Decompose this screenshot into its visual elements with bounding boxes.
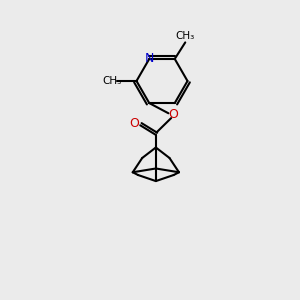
Text: CH₃: CH₃: [102, 76, 121, 86]
Text: N: N: [145, 52, 154, 65]
Text: O: O: [168, 108, 178, 121]
Text: CH₃: CH₃: [176, 31, 195, 41]
Text: O: O: [129, 117, 139, 130]
